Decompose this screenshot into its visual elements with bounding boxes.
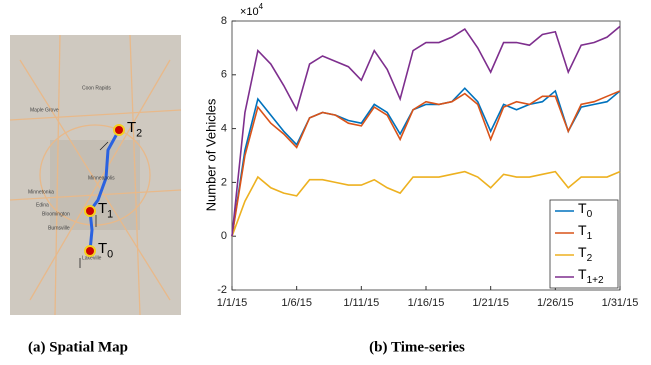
place-label: Coon Rapids — [82, 85, 111, 91]
y-tick-label: 4 — [221, 123, 227, 135]
x-tick-label: 1/11/15 — [343, 297, 379, 309]
label-sub: 1 — [107, 208, 113, 220]
x-tick-label: 1/31/15 — [602, 297, 639, 309]
x-tick-label: 1/26/15 — [537, 297, 574, 309]
figure: ×104 Number of Vehicles (a) Spatial Map … — [0, 0, 651, 360]
label-main: T — [127, 119, 136, 136]
map-marker — [85, 206, 95, 216]
caption: (a) Spatial Map — [28, 339, 128, 355]
label-sub: 1 — [587, 231, 593, 242]
x-tick-label: 1/1/15 — [217, 297, 248, 309]
place-label: Bloomington — [42, 211, 70, 217]
label-sub: 2 — [587, 253, 593, 264]
place-label: Minneapolis — [88, 175, 115, 181]
map-marker — [114, 125, 124, 135]
multiplier-exp: 4 — [259, 2, 264, 11]
y-tick-label: -2 — [217, 284, 227, 296]
caption: (b) Time-series — [369, 339, 465, 355]
label-sub: 2 — [136, 127, 142, 139]
label-sub: 0 — [587, 209, 593, 220]
map-marker — [85, 246, 95, 256]
y-tick-label: 2 — [221, 176, 227, 188]
place-label: Minnetonka — [28, 189, 54, 195]
label-sub: 0 — [107, 248, 113, 260]
y-tick-label: 6 — [221, 69, 227, 81]
x-tick-label: 1/16/15 — [408, 297, 445, 309]
y-multiplier: ×104 — [240, 2, 264, 18]
y-tick-label: 0 — [221, 230, 227, 242]
label-main: T — [98, 240, 107, 257]
x-tick-label: 1/6/15 — [281, 297, 312, 309]
label-sub: 1+2 — [587, 275, 604, 286]
place-label: Burnsville — [48, 225, 70, 231]
y-tick-label: 8 — [221, 15, 227, 27]
multiplier-base: ×10 — [240, 6, 259, 18]
place-label: Edina — [36, 202, 49, 208]
x-tick-label: 1/21/15 — [472, 297, 509, 309]
y-axis-label: Number of Vehicles — [203, 98, 218, 211]
label-main: T — [98, 200, 107, 217]
place-label: Maple Grove — [30, 107, 59, 113]
